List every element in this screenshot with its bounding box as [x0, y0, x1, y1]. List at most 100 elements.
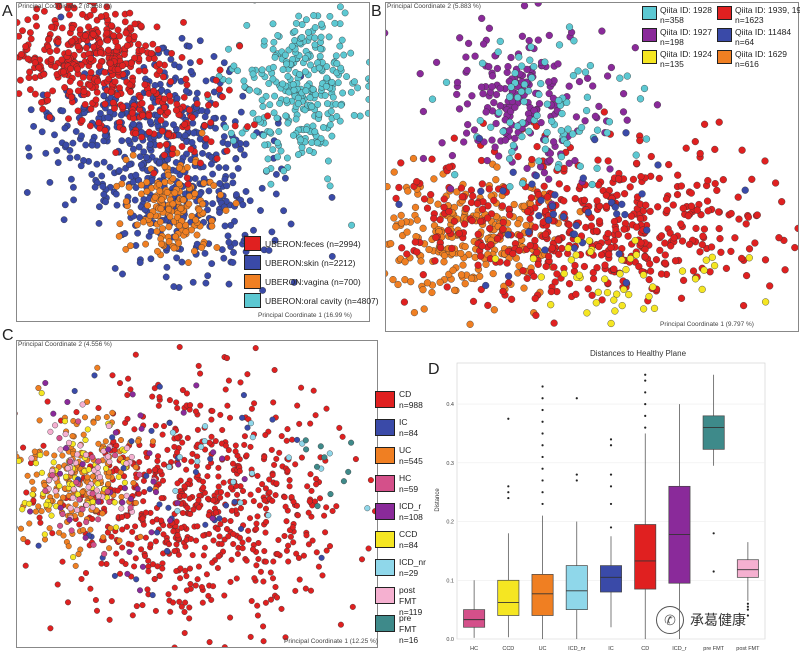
point — [478, 180, 486, 188]
point — [222, 386, 229, 393]
point — [745, 254, 753, 262]
point — [145, 128, 153, 136]
point — [213, 155, 221, 163]
point — [291, 27, 299, 35]
point — [184, 434, 191, 441]
point — [345, 468, 352, 475]
point — [269, 146, 277, 154]
point — [195, 504, 202, 511]
point — [135, 40, 142, 48]
point — [122, 197, 130, 205]
legend-a-oral-cavity: UBERON:oral cavity (n=4807) — [244, 293, 379, 308]
point — [199, 599, 206, 606]
point — [528, 74, 536, 82]
point — [262, 505, 269, 512]
point — [257, 207, 264, 214]
point — [270, 109, 278, 117]
point — [451, 171, 459, 179]
series-feces2 — [60, 42, 272, 188]
point — [581, 68, 590, 76]
point — [205, 592, 212, 599]
point — [462, 129, 471, 137]
point — [474, 230, 482, 238]
point — [143, 188, 151, 195]
point — [488, 136, 496, 144]
point — [597, 251, 606, 259]
point — [147, 227, 155, 235]
point — [314, 503, 321, 510]
point — [583, 309, 591, 317]
point — [112, 452, 119, 459]
point — [324, 175, 331, 183]
point — [649, 283, 657, 291]
point — [540, 182, 548, 190]
point — [78, 575, 85, 582]
point — [63, 445, 70, 452]
point — [127, 504, 134, 511]
point — [17, 411, 18, 416]
point — [114, 91, 121, 99]
point — [104, 488, 111, 495]
point — [624, 232, 632, 240]
point — [518, 119, 527, 127]
point — [87, 54, 95, 62]
point — [210, 53, 218, 60]
point — [222, 164, 230, 172]
point — [125, 137, 132, 144]
point — [87, 526, 94, 533]
point — [204, 91, 211, 99]
point — [161, 163, 169, 170]
point — [272, 170, 280, 178]
point — [81, 101, 89, 108]
point — [167, 56, 175, 63]
point — [107, 88, 115, 96]
point — [307, 471, 314, 478]
point — [231, 122, 239, 130]
point — [325, 33, 333, 41]
point — [112, 429, 119, 436]
point — [115, 167, 123, 175]
point — [248, 598, 255, 605]
point — [532, 311, 540, 320]
point — [114, 43, 122, 51]
point — [279, 66, 287, 73]
outlier — [541, 432, 544, 435]
point — [119, 544, 126, 551]
point — [450, 134, 458, 142]
point — [87, 122, 94, 130]
point — [74, 43, 82, 51]
point — [232, 199, 240, 207]
point — [39, 105, 47, 113]
outlier — [507, 496, 510, 500]
point — [18, 525, 24, 532]
point — [202, 135, 210, 143]
point — [98, 560, 105, 567]
point — [171, 548, 178, 555]
point — [69, 494, 76, 501]
point — [105, 446, 112, 453]
point — [570, 230, 579, 238]
point — [727, 247, 735, 256]
point — [450, 286, 459, 294]
point — [549, 210, 558, 218]
point — [189, 114, 196, 121]
point — [187, 510, 194, 517]
point — [403, 250, 411, 258]
point — [194, 426, 201, 433]
point — [715, 225, 723, 233]
point — [684, 212, 692, 220]
point — [124, 512, 131, 519]
point — [48, 23, 55, 31]
outlier — [746, 605, 749, 608]
point — [510, 200, 518, 209]
point — [541, 230, 550, 238]
point — [233, 575, 240, 582]
point — [189, 552, 196, 559]
point — [274, 153, 281, 161]
outlier — [541, 479, 544, 482]
point — [646, 207, 654, 216]
point — [193, 537, 200, 544]
point — [224, 491, 231, 498]
point — [492, 90, 501, 99]
point — [139, 515, 146, 522]
